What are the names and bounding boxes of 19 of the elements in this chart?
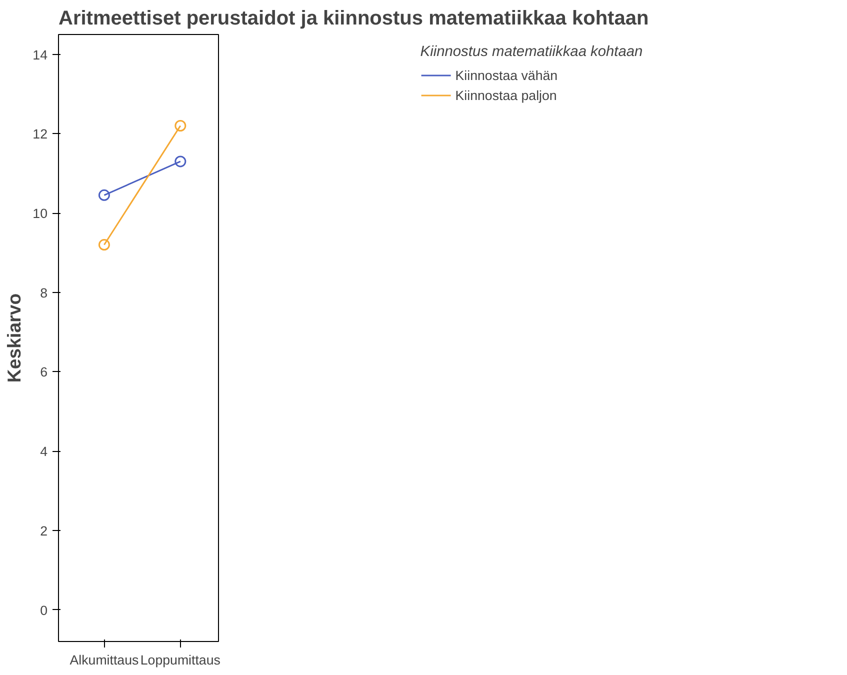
y-tick-label: 14 — [32, 47, 48, 62]
y-tick-label: 4 — [40, 444, 48, 460]
legend-label: Kiinnostaa paljon — [455, 88, 557, 102]
y-tick-label: 12 — [32, 126, 48, 142]
point — [174, 156, 186, 168]
text: Aritmeettiset perustaidot ja kiinnostus matematiikkaa kohtaan — [58, 8, 649, 30]
y-tick-label: 10 — [32, 206, 48, 222]
x-tick-label: Loppumittaus — [140, 652, 221, 668]
point — [98, 189, 110, 201]
legend-title: Kiinnostus matematiikkaa kohtaan — [420, 44, 643, 60]
legend-label: Kiinnostaa vähän — [455, 68, 558, 82]
y-axis-title: Keskiarvo — [4, 293, 25, 383]
point — [174, 120, 186, 132]
y-tick-label: 8 — [40, 285, 48, 300]
x-tick-label: Alkumittaus — [70, 652, 139, 668]
y-tick-label: 2 — [40, 523, 48, 538]
point — [98, 239, 110, 251]
y-tick-label: 6 — [40, 364, 48, 380]
y-tick-label: 0 — [40, 602, 48, 618]
